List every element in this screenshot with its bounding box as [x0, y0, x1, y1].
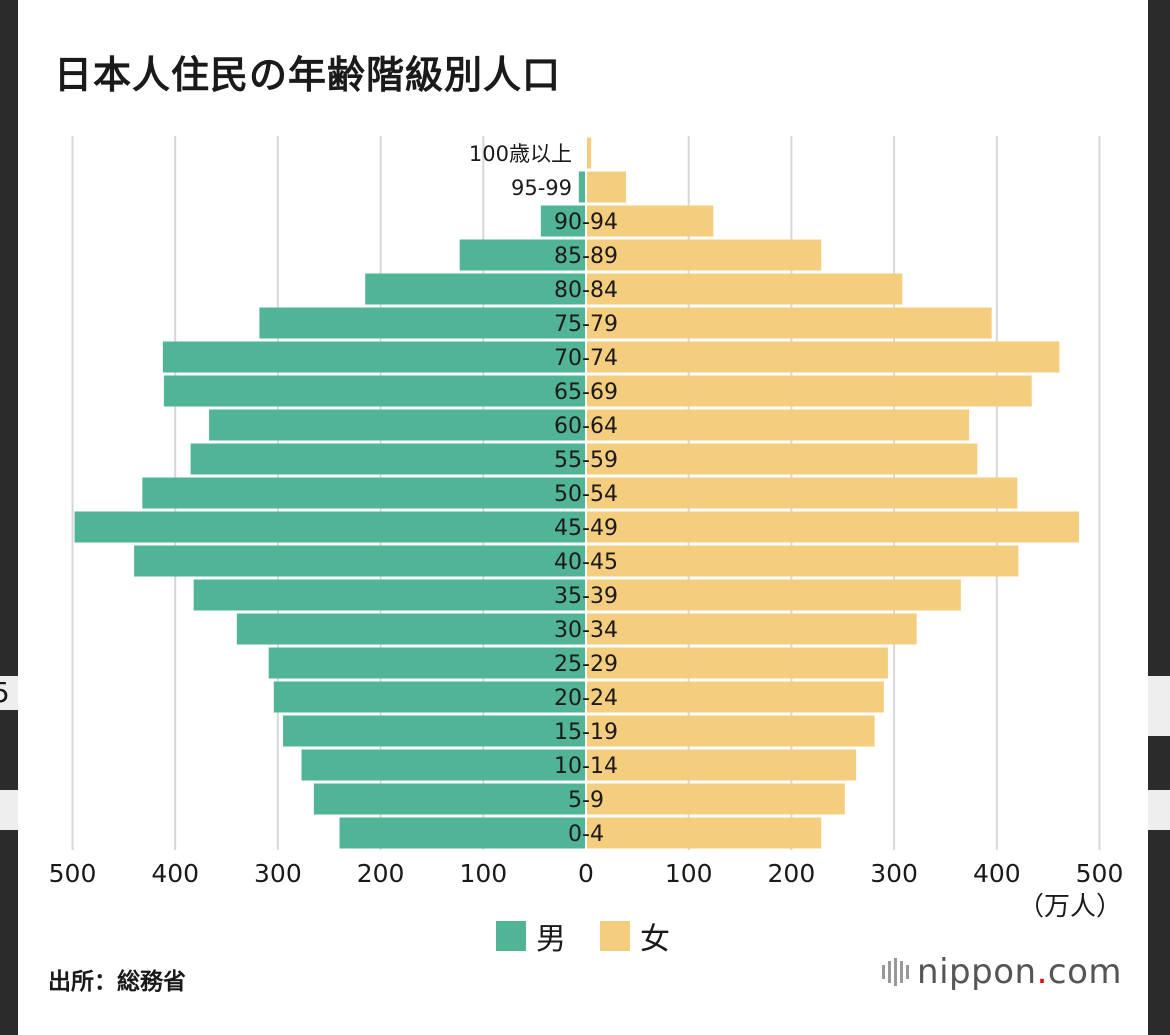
- x-tick-label: 400: [151, 859, 199, 888]
- age-group-label: 45-49: [554, 516, 618, 541]
- age-group-label: 55-59: [554, 448, 618, 473]
- x-tick-label: 0: [578, 859, 594, 888]
- female-bar: [586, 171, 627, 203]
- logo-bars-icon: [882, 958, 910, 986]
- female-bar: [586, 783, 845, 815]
- legend-swatch-female: [600, 921, 630, 951]
- nippon-logo[interactable]: nippon.com: [882, 952, 1122, 992]
- age-group-label: 40-45: [554, 550, 618, 575]
- male-bar: [365, 273, 586, 305]
- x-tick-label: 100: [665, 859, 713, 888]
- age-group-label: 35-39: [554, 584, 618, 609]
- age-group-label: 20-24: [554, 686, 618, 711]
- age-group-label: 30-34: [554, 618, 618, 643]
- male-bar: [313, 783, 586, 815]
- male-bar: [301, 749, 586, 781]
- male-bar: [283, 715, 586, 747]
- age-group-label: 10-14: [554, 754, 618, 779]
- brand-name: nippon: [917, 952, 1037, 992]
- population-pyramid-chart: 500 400 300 200 100 0 100 200 300 400 500 0-4 5-9 10-…: [49, 136, 1124, 888]
- female-bar: [586, 409, 970, 441]
- male-bar: [540, 205, 586, 237]
- brand-dot: .: [1036, 952, 1048, 992]
- chart-title: 日本人住民の年齢階級別人口: [54, 53, 562, 97]
- age-group-label: 80-84: [554, 278, 618, 303]
- male-bar: [190, 443, 587, 475]
- male-bar: [578, 171, 586, 203]
- male-bar: [209, 409, 586, 441]
- background-peek-left-lower: [0, 790, 22, 830]
- female-bar: [586, 613, 917, 645]
- legend-item-male: 男: [496, 914, 566, 958]
- legend-item-female: 女: [600, 914, 670, 958]
- female-bar: [586, 205, 714, 237]
- chart-card: 日本人住民の年齢階級別人口 500 400 300 200 100 0 100 200 300 4…: [18, 0, 1148, 1035]
- female-bar: [586, 443, 978, 475]
- x-tick-label: 500: [49, 859, 97, 888]
- male-bar: [236, 613, 586, 645]
- brand-tld: com: [1047, 952, 1122, 992]
- female-bar: [586, 477, 1018, 509]
- female-bar: [586, 715, 875, 747]
- x-tick-label: 200: [768, 859, 816, 888]
- age-group-label: 25-29: [554, 652, 618, 677]
- age-group-label: 5-9: [568, 788, 604, 813]
- male-bar: [339, 817, 586, 849]
- x-tick-label: 500: [1076, 859, 1124, 888]
- age-group-label: 60-64: [554, 414, 618, 439]
- age-group-label: 90-94: [554, 210, 618, 235]
- age-group-label: 70-74: [554, 346, 618, 371]
- female-bar: [586, 579, 961, 611]
- x-tick-label: 100: [459, 859, 507, 888]
- male-bar: [142, 477, 586, 509]
- age-group-label: 75-79: [554, 312, 618, 337]
- female-bar: [586, 137, 592, 169]
- female-bar: [586, 307, 992, 339]
- source-note: 出所：総務省: [48, 969, 186, 995]
- unit-label: （万人）: [1017, 892, 1122, 922]
- age-group-label: 100歳以上: [469, 142, 572, 166]
- male-bar: [134, 545, 586, 577]
- male-bar: [74, 511, 586, 543]
- legend-label-female: 女: [640, 922, 670, 957]
- age-group-label: 0-4: [568, 822, 604, 847]
- male-bar: [162, 341, 586, 373]
- age-group-label: 95-99: [511, 176, 572, 200]
- female-bar: [586, 545, 1019, 577]
- x-tick-label: 300: [254, 859, 302, 888]
- female-bar: [586, 239, 822, 271]
- x-tick-label: 200: [357, 859, 405, 888]
- age-group-label: 65-69: [554, 380, 618, 405]
- legend-label-male: 男: [536, 922, 566, 957]
- male-bar: [193, 579, 586, 611]
- age-group-label: 50-54: [554, 482, 618, 507]
- female-bar: [586, 681, 884, 713]
- female-bar: [586, 647, 888, 679]
- background-peek-left: 5: [0, 676, 22, 710]
- male-bar: [268, 647, 586, 679]
- age-group-label: 15-19: [554, 720, 618, 745]
- male-bar: [163, 375, 586, 407]
- x-tick-label: 400: [973, 859, 1021, 888]
- legend: 男 女: [18, 914, 1148, 958]
- female-bar: [586, 341, 1060, 373]
- female-bar: [586, 749, 857, 781]
- female-bar: [586, 273, 903, 305]
- x-tick-label: 300: [870, 859, 918, 888]
- male-bar: [273, 681, 586, 713]
- age-group-label: 85-89: [554, 244, 618, 269]
- female-bar: [586, 511, 1079, 543]
- female-bar: [586, 817, 822, 849]
- legend-swatch-male: [496, 921, 526, 951]
- male-bar: [259, 307, 586, 339]
- female-bar: [586, 375, 1032, 407]
- male-bar: [459, 239, 586, 271]
